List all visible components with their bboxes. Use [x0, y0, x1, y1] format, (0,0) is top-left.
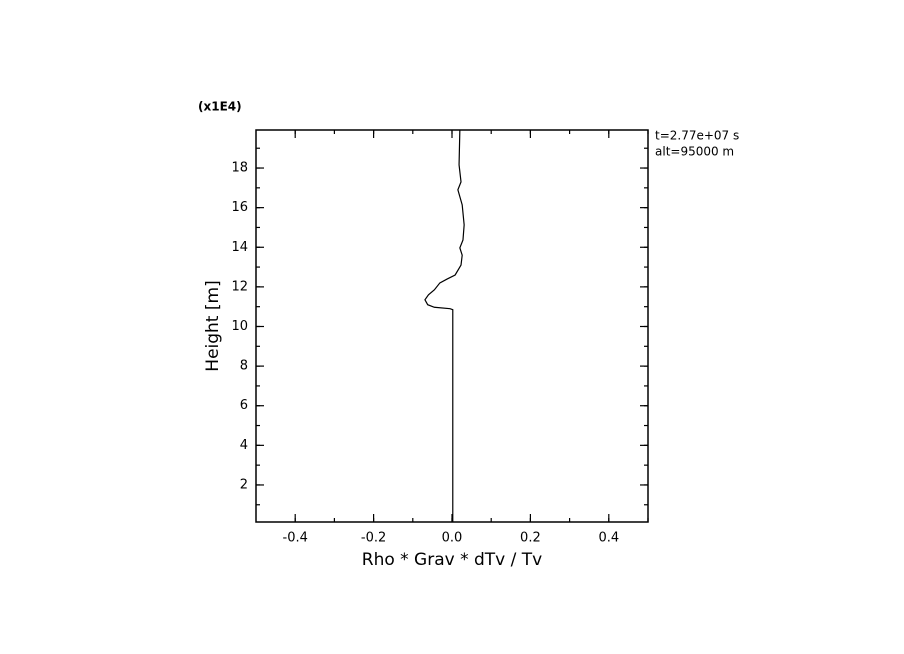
y-tick-label: 4 [240, 438, 248, 453]
multiplier-label: (x1E4) [198, 100, 242, 114]
y-tick-label: 10 [231, 319, 248, 334]
x-tick-label: 0.0 [442, 531, 463, 546]
x-tick-label: 0.4 [598, 531, 619, 546]
y-tick-label: 2 [240, 477, 248, 492]
y-tick-label: 16 [231, 200, 248, 215]
x-tick-label: 0.2 [520, 531, 541, 546]
x-tick-label: -0.4 [283, 531, 308, 546]
annotation: alt=95000 m [655, 145, 734, 159]
annotation: t=2.77e+07 s [655, 129, 739, 143]
y-tick-label: 8 [240, 359, 248, 374]
data-line [424, 130, 465, 522]
y-axis-label: Height [m] [203, 280, 223, 371]
y-tick-label: 12 [231, 279, 248, 294]
y-tick-label: 18 [231, 161, 248, 176]
y-tick-label: 14 [231, 240, 248, 255]
plot-frame [255, 129, 649, 523]
x-axis-label: Rho * Grav * dTv / Tv [362, 550, 542, 570]
x-tick-label: -0.2 [361, 531, 386, 546]
y-tick-label: 6 [240, 398, 248, 413]
